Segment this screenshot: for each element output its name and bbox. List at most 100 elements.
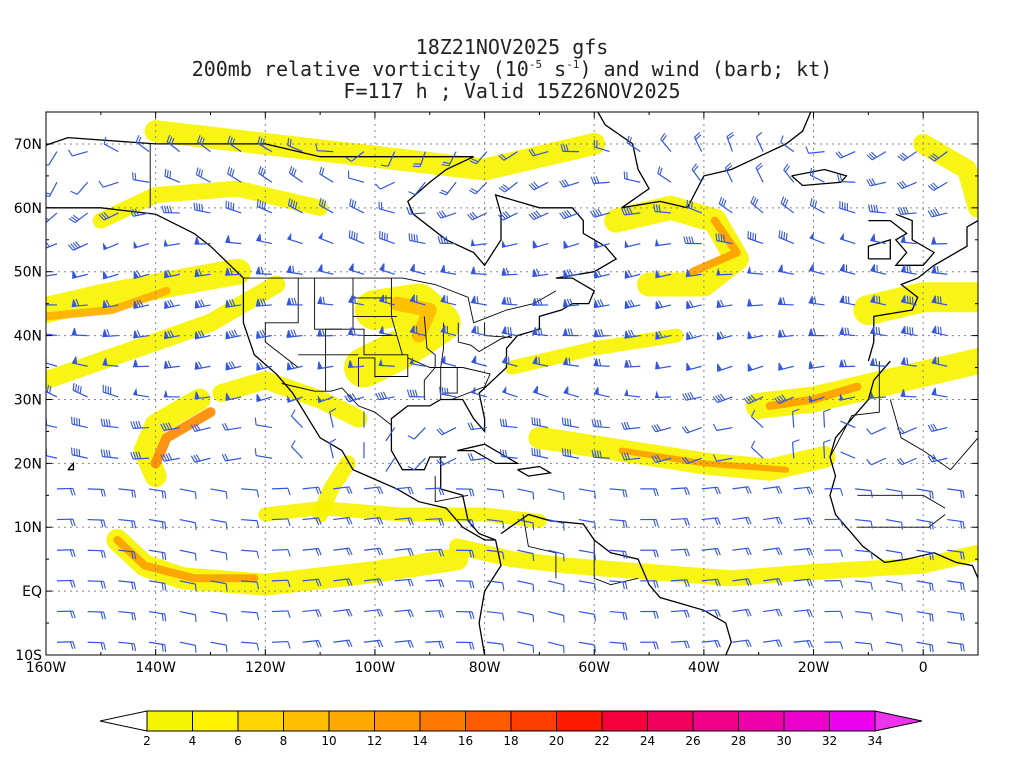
- barb-feather: [778, 547, 783, 555]
- barb-feather: [102, 271, 108, 278]
- barb-feather: [686, 332, 692, 339]
- barb-feather: [778, 517, 783, 525]
- wind-barb: [148, 518, 167, 530]
- barb-staff: [271, 518, 288, 521]
- barb-feather: [778, 395, 785, 402]
- colorbar-label: 6: [234, 734, 242, 748]
- barb-pennant: [470, 266, 475, 274]
- wind-barb: [896, 426, 917, 435]
- barb-staff: [196, 174, 211, 183]
- wind-barb: [840, 451, 856, 459]
- barb-staff: [670, 640, 687, 643]
- barb-staff: [593, 425, 610, 429]
- barb-staff: [780, 141, 795, 153]
- barb-feather: [72, 580, 76, 588]
- barb-feather: [103, 329, 108, 337]
- barb-feather: [98, 180, 104, 188]
- barb-pennant: [255, 299, 260, 307]
- wind-barb: [870, 326, 886, 337]
- wind-barb: [456, 518, 475, 528]
- wind-barb: [225, 392, 242, 401]
- barb-feather: [293, 297, 297, 306]
- barb-feather: [193, 202, 196, 210]
- barb-feather: [927, 455, 933, 463]
- barb-staff: [840, 451, 856, 459]
- wind-barb: [210, 488, 228, 500]
- barb-pennant: [594, 240, 599, 249]
- barb-feather: [201, 204, 203, 212]
- barb-pennant: [778, 362, 783, 371]
- barb-feather: [293, 329, 297, 337]
- barb-staff: [333, 516, 350, 521]
- barb-feather: [930, 424, 935, 432]
- barb-feather: [262, 329, 267, 337]
- barb-pennant: [133, 301, 138, 309]
- wind-barb: [653, 204, 672, 214]
- barb-feather: [195, 269, 200, 277]
- barb-pennant: [286, 265, 291, 273]
- barb-staff: [780, 202, 795, 214]
- barb-staff: [870, 332, 886, 337]
- barb-staff: [501, 455, 518, 459]
- barb-feather: [624, 643, 628, 651]
- wind-barb: [425, 487, 445, 496]
- barb-feather: [38, 244, 43, 250]
- barb-feather: [229, 167, 233, 176]
- barb-feather: [470, 453, 474, 461]
- lat-tick-label: 20N: [14, 456, 42, 472]
- barb-feather: [775, 517, 780, 525]
- barb-feather: [689, 300, 694, 308]
- wind-barb: [456, 580, 475, 589]
- wind-barb: [655, 330, 672, 340]
- barb-feather: [901, 491, 903, 499]
- barb-pennant: [502, 385, 507, 394]
- barb-staff: [46, 424, 58, 429]
- barb-feather: [509, 297, 512, 305]
- colorbar-label: 18: [503, 734, 518, 748]
- barb-staff: [793, 639, 810, 643]
- barb-staff: [901, 181, 917, 190]
- wind-barb: [469, 181, 488, 195]
- wind-barb: [701, 486, 721, 495]
- barb-staff: [409, 331, 426, 337]
- wind-barb: [593, 269, 610, 279]
- barb-feather: [438, 427, 445, 434]
- barb-staff: [102, 425, 119, 429]
- barb-feather: [565, 357, 569, 365]
- wind-barb: [732, 608, 752, 617]
- wind-barb: [560, 144, 579, 153]
- barb-staff: [227, 142, 242, 153]
- wind-barb: [227, 166, 242, 183]
- wind-barb: [439, 181, 457, 196]
- wind-barb: [254, 448, 272, 459]
- wind-barb: [130, 451, 150, 460]
- barb-staff: [333, 578, 350, 582]
- wind-barb: [900, 295, 917, 306]
- wind-barb: [333, 578, 353, 587]
- barb-staff: [808, 151, 825, 154]
- barb-feather: [79, 386, 82, 394]
- barb-staff: [533, 212, 549, 221]
- barb-feather: [845, 295, 847, 304]
- barb-feather: [775, 640, 780, 648]
- barb-staff: [732, 486, 749, 490]
- barb-feather: [658, 330, 663, 338]
- wind-barb: [163, 389, 180, 398]
- wind-barb: [517, 580, 535, 592]
- barb-feather: [533, 448, 536, 456]
- barb-staff: [763, 639, 780, 643]
- barb-feather: [655, 331, 661, 339]
- barb-staff: [448, 151, 457, 167]
- barb-feather: [198, 203, 201, 211]
- barb-pennant: [133, 330, 138, 338]
- barb-staff: [624, 212, 641, 216]
- wind-barb: [897, 151, 917, 162]
- wind-barb: [624, 329, 641, 339]
- barb-feather: [909, 265, 911, 274]
- wind-barb: [869, 358, 886, 367]
- barb-feather: [382, 326, 384, 334]
- wind-barb: [98, 180, 119, 188]
- political-border: [423, 316, 436, 400]
- barb-staff: [503, 151, 518, 161]
- wind-barb: [855, 641, 873, 652]
